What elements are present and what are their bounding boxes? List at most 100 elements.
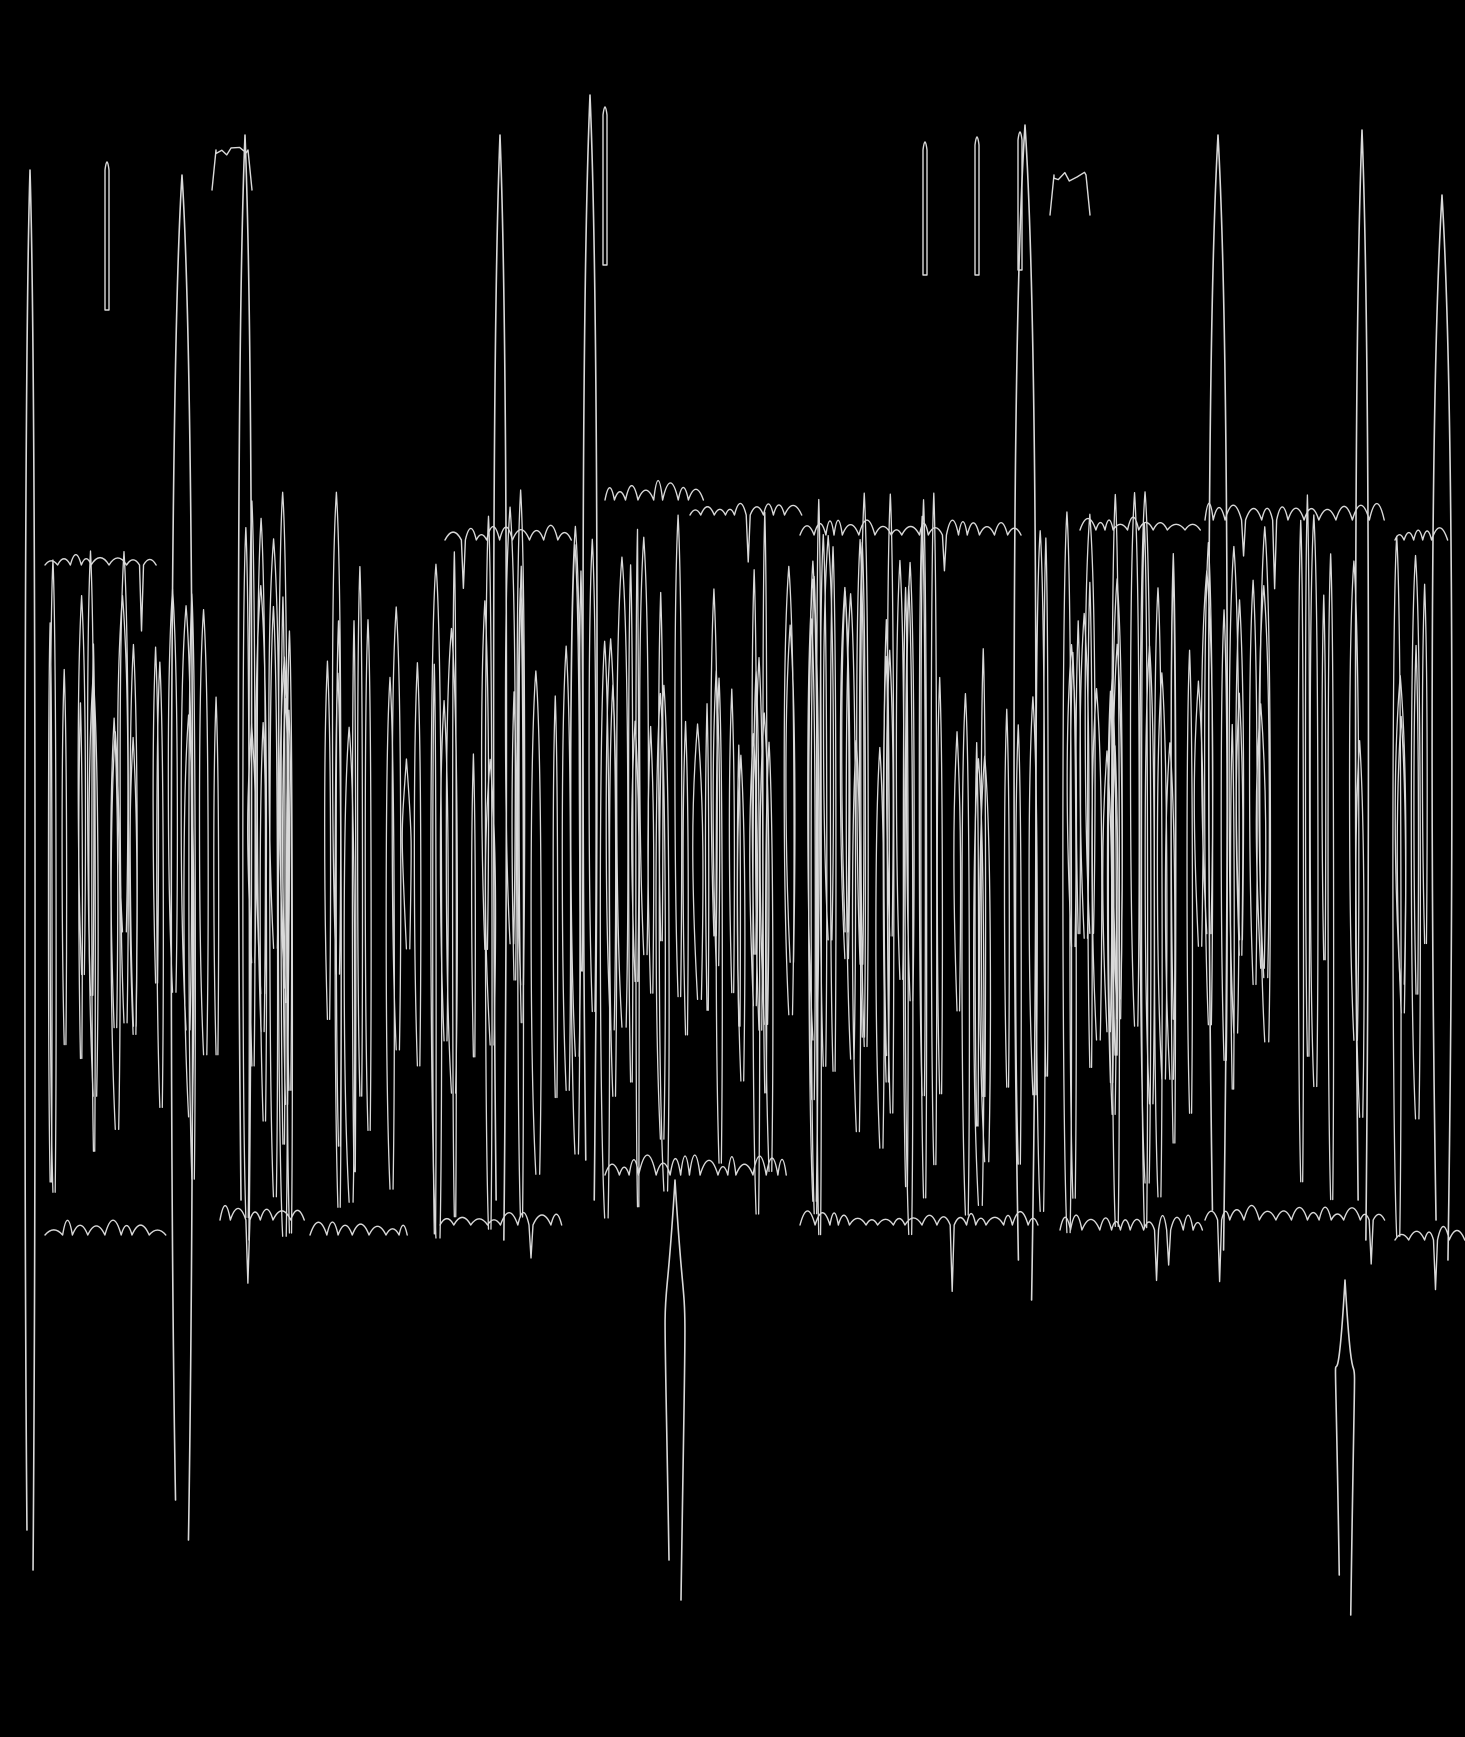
- inner-loop-trace: [511, 691, 518, 981]
- lower-ripple-trace: [219, 1204, 305, 1284]
- inner-loop-trace: [647, 725, 655, 994]
- inner-loop-trace: [728, 688, 736, 994]
- inner-loop-trace: [920, 499, 928, 1199]
- lower-ripple-trace: [799, 1210, 1039, 1293]
- inner-loop-trace: [1220, 609, 1228, 1061]
- inner-loop-trace: [749, 733, 759, 1007]
- inner-loop-trace: [953, 731, 962, 1012]
- tall-spike-trace: [237, 134, 253, 1241]
- inner-loop-trace: [364, 619, 372, 1132]
- inner-loop-trace: [1235, 599, 1245, 941]
- inner-loop-trace: [886, 493, 895, 1114]
- inner-loop-trace: [1193, 680, 1204, 947]
- inner-loop-trace: [715, 677, 723, 1164]
- inner-loop-trace: [762, 511, 768, 1094]
- inner-loop-trace: [578, 570, 584, 972]
- inner-loop-trace: [1410, 554, 1421, 1120]
- plateau-rim-trace: [1049, 171, 1091, 216]
- tall-spike-trace: [1334, 1279, 1356, 1616]
- inner-loop-trace: [710, 588, 718, 937]
- inner-loop-trace: [599, 640, 611, 1219]
- inner-loop-trace: [1062, 511, 1073, 1234]
- inner-loop-trace: [1084, 513, 1096, 935]
- inner-loop-trace: [324, 660, 332, 1021]
- inner-loop-trace: [1354, 740, 1365, 1118]
- lower-ripple-trace: [1204, 1204, 1386, 1283]
- inner-loop-trace: [882, 655, 890, 1083]
- inner-loop-trace: [1153, 587, 1163, 1198]
- inner-loop-trace: [1348, 560, 1360, 1041]
- inner-loop-trace: [1035, 530, 1046, 1212]
- inner-loop-trace: [588, 538, 597, 1013]
- inner-loop-trace: [391, 606, 402, 1051]
- inner-loop-trace: [972, 758, 985, 1207]
- inner-loop-trace: [1304, 494, 1311, 1057]
- inner-loop-trace: [961, 692, 971, 1216]
- inner-loop-trace: [1079, 612, 1090, 939]
- line-traces-group: [24, 94, 1465, 1616]
- inner-loop-trace: [282, 674, 290, 1105]
- upper-ripple-trace: [689, 502, 803, 563]
- inner-loop-trace: [480, 600, 490, 951]
- inner-loop-trace: [269, 605, 279, 1198]
- inner-loop-trace: [213, 696, 220, 1056]
- inner-loop-trace: [1043, 537, 1049, 1077]
- upper-ripple-trace: [1394, 527, 1449, 541]
- inner-loop-trace: [110, 731, 121, 1130]
- inner-loop-trace: [530, 670, 542, 1175]
- inner-loop-trace: [1164, 742, 1176, 1080]
- upper-spike-trace: [602, 106, 608, 266]
- inner-loop-trace: [1014, 724, 1022, 1165]
- inner-loop-trace: [682, 720, 689, 1036]
- inner-loop-trace: [198, 609, 209, 1056]
- inner-loop-trace: [1003, 708, 1010, 1088]
- inner-loop-trace: [1413, 644, 1420, 995]
- inner-loop-trace: [1327, 553, 1335, 1201]
- inner-loop-trace: [1129, 492, 1140, 1027]
- inner-loop-trace: [829, 546, 837, 1072]
- upper-spike-trace: [104, 161, 110, 311]
- inner-loop-trace: [616, 556, 629, 1028]
- tall-spike-trace: [170, 174, 194, 1541]
- inner-loop-trace: [978, 755, 992, 1163]
- inner-loop-trace: [736, 744, 742, 1027]
- inner-loop-trace: [432, 663, 437, 1235]
- inner-loop-trace: [918, 515, 926, 1097]
- inner-loop-trace: [930, 492, 938, 1166]
- inner-loop-trace: [570, 525, 582, 1057]
- inner-loop-trace: [119, 551, 130, 1024]
- inner-loop-trace: [674, 514, 683, 998]
- inner-loop-trace: [430, 563, 443, 1239]
- inner-loop-trace: [936, 676, 944, 1095]
- inner-loop-trace: [385, 676, 395, 1190]
- upper-ripple-trace: [604, 479, 705, 501]
- upper-spike-trace: [922, 141, 928, 276]
- inner-loop-trace: [807, 618, 816, 1101]
- inner-loop-trace: [445, 627, 458, 1094]
- inner-loop-trace: [1156, 672, 1168, 1080]
- inner-loop-trace: [1297, 519, 1305, 1183]
- inner-loop-trace: [1069, 651, 1077, 1199]
- inner-loop-trace: [658, 684, 670, 1192]
- inner-loop-trace: [1392, 535, 1402, 1238]
- inner-loop-trace: [1309, 514, 1319, 1088]
- lower-ripple-trace: [1059, 1214, 1204, 1282]
- inner-loop-trace: [504, 506, 516, 945]
- inner-loop-trace: [1228, 545, 1240, 1034]
- inner-loop-trace: [1111, 745, 1119, 1056]
- inner-loop-trace: [839, 586, 851, 960]
- lower-ripple-trace: [44, 1219, 167, 1236]
- inner-loop-trace: [895, 559, 905, 980]
- inner-loop-trace: [860, 492, 869, 1048]
- upper-spike-trace: [974, 136, 980, 276]
- inner-loop-trace: [470, 753, 477, 1058]
- inner-loop-trace: [256, 517, 267, 1033]
- inner-loop-trace: [242, 526, 250, 1219]
- inner-loop-trace: [516, 489, 526, 986]
- inner-loop-trace: [759, 712, 770, 1026]
- inner-loop-trace: [86, 550, 95, 996]
- inner-loop-trace: [561, 645, 572, 1091]
- inner-loop-trace: [180, 605, 193, 1031]
- inner-loop-trace: [783, 565, 795, 1016]
- inner-loop-trace: [751, 569, 758, 955]
